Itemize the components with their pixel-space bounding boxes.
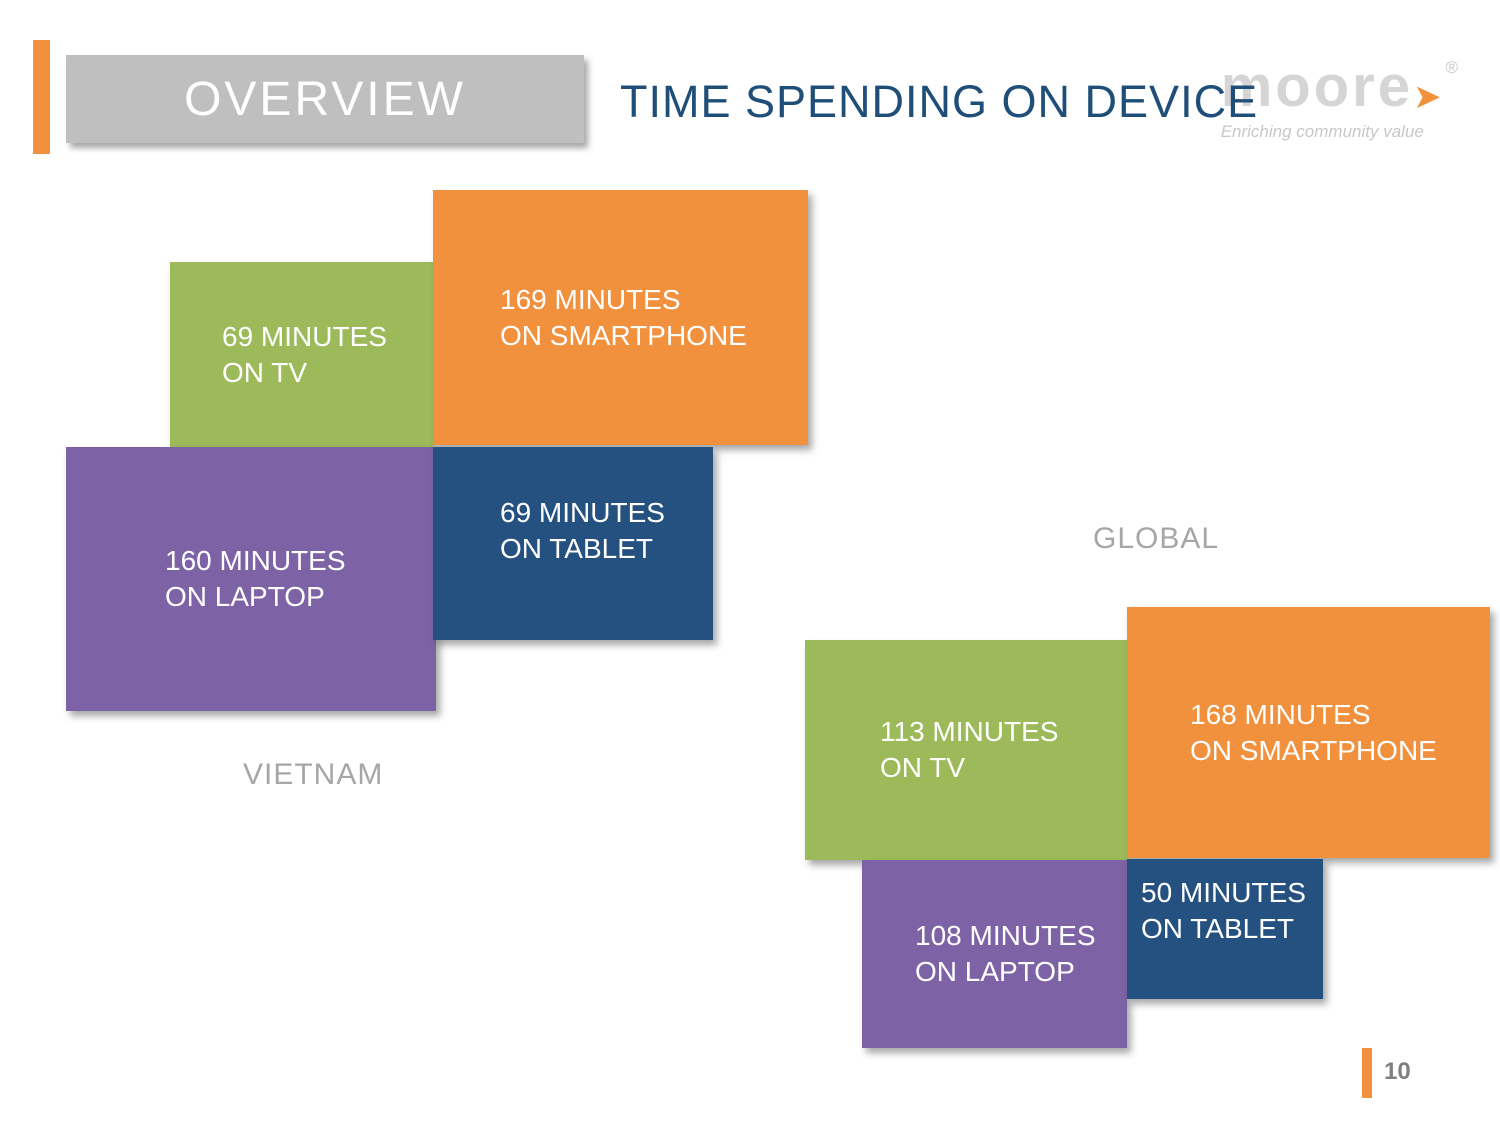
block-global-tv-label: 113 MINUTES ON TV: [880, 716, 1059, 783]
page-number: 10: [1384, 1058, 1411, 1085]
block-global-laptop-label: 108 MINUTES ON LAPTOP: [915, 920, 1096, 987]
page-title: TIME SPENDING ON DEVICE: [620, 76, 1259, 127]
block-vietnam-smartphone: 169 MINUTES ON SMARTPHONE: [433, 190, 808, 445]
block-vietnam-tablet: 69 MINUTES ON TABLET: [433, 447, 713, 640]
block-global-smartphone-label: 168 MINUTES ON SMARTPHONE: [1190, 698, 1437, 766]
footer-accent-bar: [1362, 1048, 1372, 1098]
registered-trademark: ®: [1445, 58, 1458, 77]
block-global-tablet: 50 MINUTES ON TABLET: [1127, 859, 1323, 999]
block-vietnam-tv: 69 MINUTES ON TV: [170, 262, 433, 447]
logo-arrow-icon: ➤: [1412, 78, 1442, 116]
brand-logo: moore ➤ ® Enriching community value: [1221, 58, 1458, 142]
logo-tagline: Enriching community value: [1220, 122, 1424, 141]
group-label-global: GLOBAL: [1093, 522, 1220, 555]
block-vietnam-tv-label: 69 MINUTES ON TV: [222, 320, 387, 388]
block-vietnam-smartphone-label: 169 MINUTES ON SMARTPHONE: [500, 283, 747, 351]
logo-wordmark: moore: [1220, 54, 1413, 119]
block-global-tv: 113 MINUTES ON TV: [805, 640, 1127, 860]
block-vietnam-tablet-label: 69 MINUTES ON TABLET: [500, 497, 665, 564]
group-label-vietnam: VIETNAM: [243, 758, 384, 791]
overview-label: OVERVIEW: [184, 72, 466, 126]
block-vietnam-laptop-label: 160 MINUTES ON LAPTOP: [165, 545, 346, 612]
block-vietnam-laptop: 160 MINUTES ON LAPTOP: [66, 447, 436, 711]
header-accent-bar: [33, 40, 50, 154]
block-global-tablet-label: 50 MINUTES ON TABLET: [1141, 877, 1306, 944]
overview-box: OVERVIEW: [66, 55, 584, 143]
block-global-laptop: 108 MINUTES ON LAPTOP: [862, 860, 1127, 1048]
block-global-smartphone: 168 MINUTES ON SMARTPHONE: [1127, 607, 1490, 858]
